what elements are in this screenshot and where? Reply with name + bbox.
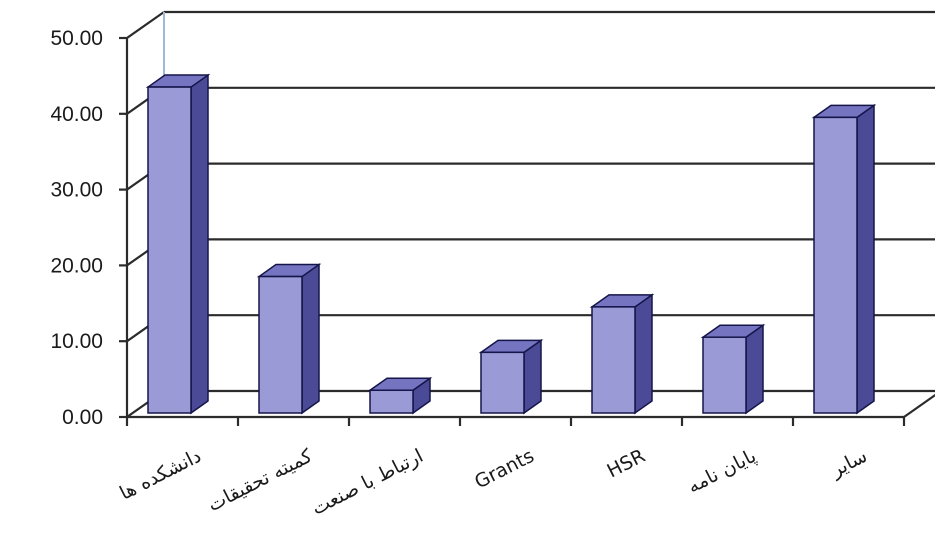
- bar-front: [258, 275, 303, 414]
- x-category-label: ارتباط با صنعت: [308, 445, 426, 520]
- bar-side: [634, 293, 653, 415]
- x-category-label: دانشکده ها: [116, 445, 205, 505]
- bar-front: [480, 351, 525, 414]
- bar: [367, 376, 433, 415]
- x-category-label: سایر: [826, 445, 870, 482]
- bar-front: [702, 336, 747, 414]
- x-category-label: کمیته تحقیقات: [204, 444, 316, 516]
- bar: [811, 103, 877, 415]
- bar-front: [147, 86, 192, 414]
- bar: [256, 263, 322, 415]
- floor-edge: [903, 393, 935, 418]
- y-tick-label: 10.00: [50, 330, 103, 353]
- y-tick-label: 20.00: [50, 254, 103, 277]
- y-tick-label: 30.00: [50, 179, 103, 202]
- bar-front: [591, 306, 636, 414]
- x-category-label: HSR: [604, 445, 649, 483]
- bar-side: [745, 323, 764, 415]
- y-axis-ticks: 0.00 10.00 20.00 30.00 40.00 50.00: [50, 27, 127, 429]
- bar-side: [190, 73, 209, 415]
- gridline-side: [126, 11, 165, 39]
- bar: [700, 323, 766, 415]
- y-tick-label: 50.00: [50, 27, 103, 50]
- x-category-label: Grants: [471, 445, 538, 493]
- bar-front: [813, 116, 858, 414]
- bar-side: [856, 103, 875, 415]
- bar: [589, 293, 655, 415]
- x-category-label: پایان نامه: [684, 445, 760, 498]
- y-tick-label: 40.00: [50, 103, 103, 126]
- bar: [145, 73, 211, 415]
- y-tick-label: 0.00: [62, 406, 103, 429]
- bar-front: [369, 389, 414, 414]
- bar: [478, 338, 544, 415]
- bar-side: [301, 263, 320, 415]
- bar-series: [145, 73, 877, 415]
